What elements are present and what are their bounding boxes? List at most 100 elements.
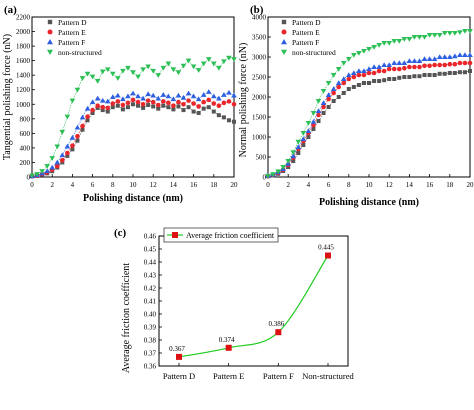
chart-c-point xyxy=(275,329,282,336)
chart-c-point xyxy=(176,353,182,360)
chart-b-point xyxy=(315,108,322,113)
chart-b-point xyxy=(341,91,346,95)
chart-a-point xyxy=(171,103,176,109)
chart-a-point xyxy=(54,163,60,169)
chart-a-point xyxy=(120,68,126,74)
chart-b-point xyxy=(325,81,332,86)
chart-b-point xyxy=(371,45,377,50)
chart-a-point xyxy=(186,105,191,110)
chart-a-xtick-label: 16 xyxy=(190,181,198,189)
chart-b-point xyxy=(290,153,297,159)
chart-b-ytick-label: 1000 xyxy=(252,134,267,142)
chart-a-point xyxy=(196,111,201,115)
chart-b-xtick-label: 4 xyxy=(307,181,311,189)
chart-c-ylabel: Average friction coefficient xyxy=(121,263,132,373)
chart-b-xtick-label: 16 xyxy=(426,181,434,189)
chart-a-point xyxy=(120,96,126,102)
chart-a-point xyxy=(181,108,186,113)
chart-b-point xyxy=(301,143,306,147)
chart-b-point xyxy=(367,81,371,85)
chart-a-point xyxy=(79,114,86,120)
chart-b-point xyxy=(326,96,331,102)
chart-a-point xyxy=(89,74,96,80)
chart-a-point xyxy=(211,101,217,106)
chart-b-point xyxy=(468,69,472,73)
chart-a-point xyxy=(115,103,120,108)
chart-a-point xyxy=(44,168,50,174)
chart-a-point xyxy=(80,123,85,129)
chart-a-series-line xyxy=(31,103,235,177)
panel-label-b: (b) xyxy=(250,4,264,16)
chart-a-point xyxy=(120,102,126,108)
chart-a-xtick-label: 2 xyxy=(50,181,54,189)
panel-label-a: (a) xyxy=(4,4,17,16)
chart-a-xtick-label: 8 xyxy=(111,181,115,189)
chart-b-point xyxy=(421,56,428,61)
chart-a-point xyxy=(105,105,111,111)
chart-c-ytick-label: 0.43 xyxy=(144,272,157,280)
chart-a-xtick-label: 6 xyxy=(91,181,95,189)
chart-b-point xyxy=(341,80,347,86)
chart-b-point xyxy=(416,58,423,63)
chart-a-point xyxy=(100,108,105,113)
panel-label-c: (c) xyxy=(114,227,127,239)
chart-b-point xyxy=(386,66,392,72)
chart-b-point xyxy=(335,67,342,72)
chart-b-point xyxy=(426,56,433,61)
chart-a-point xyxy=(191,101,196,106)
chart-c-data-label: 0.367 xyxy=(169,345,185,353)
chart-a-point xyxy=(54,159,61,165)
chart-b-point xyxy=(371,64,377,69)
chart-a-point xyxy=(171,107,176,112)
chart-b-point xyxy=(417,74,422,79)
chart-a-point xyxy=(74,124,81,130)
chart-c: 0.36 0.37 0.38 0.39 0.40 0.41 0.42 0.43 0.44 0.45… xyxy=(121,227,354,381)
chart-a-point xyxy=(155,73,162,78)
chart-b-point xyxy=(431,33,438,38)
chart-a-legend-marker xyxy=(47,39,53,45)
chart-a-point xyxy=(65,153,70,158)
chart-a-point xyxy=(130,70,136,76)
chart-b-legend-label: Pattern D xyxy=(292,18,321,27)
chart-b-point xyxy=(376,64,382,69)
chart-b-ylabel: Normal polishing force (nN) xyxy=(238,43,249,158)
chart-b-legend-marker xyxy=(281,49,287,55)
chart-a-point xyxy=(90,107,95,113)
chart-b-point xyxy=(351,74,357,80)
chart-a-point xyxy=(125,100,131,106)
chart-b-point xyxy=(397,75,402,80)
chart-c-legend-label: Average friction coefficient xyxy=(186,231,275,240)
chart-b-point xyxy=(351,70,357,75)
chart-b-xtick-label: 0 xyxy=(266,181,270,189)
chart-a-point xyxy=(145,98,151,103)
chart-b-point xyxy=(401,37,408,42)
chart-b-point xyxy=(361,49,367,54)
chart-b-point xyxy=(462,52,468,57)
chart-a-point xyxy=(216,65,222,71)
chart-a-point xyxy=(125,105,130,110)
chart-a-point xyxy=(180,63,187,69)
chart-b-point xyxy=(441,54,448,59)
chart-c-data-label: 0.374 xyxy=(219,336,235,344)
chart-b-point xyxy=(436,54,443,59)
chart-b-point xyxy=(381,62,387,67)
chart-a-series-line xyxy=(31,57,235,176)
chart-a-point xyxy=(201,106,206,111)
chart-b-xtick-label: 10 xyxy=(366,181,374,189)
chart-a-point xyxy=(69,98,76,104)
chart-a-point xyxy=(39,169,45,174)
chart-b-point xyxy=(412,64,417,70)
chart-a-point xyxy=(75,138,80,143)
chart-a-point xyxy=(155,95,162,101)
chart-a-point xyxy=(69,134,76,140)
chart-b-point xyxy=(325,92,332,97)
chart-a-point xyxy=(221,115,226,120)
chart-a-point xyxy=(100,104,105,110)
chart-a-ytick-label: 200 xyxy=(20,159,31,167)
chart-b-point xyxy=(396,39,403,44)
chart-a-x-axis: 0 2 4 6 8 10 12 14 16 18 20 xyxy=(30,174,238,189)
chart-b-point xyxy=(381,68,387,74)
chart-b-point xyxy=(330,73,337,78)
chart-a-point xyxy=(130,90,136,96)
